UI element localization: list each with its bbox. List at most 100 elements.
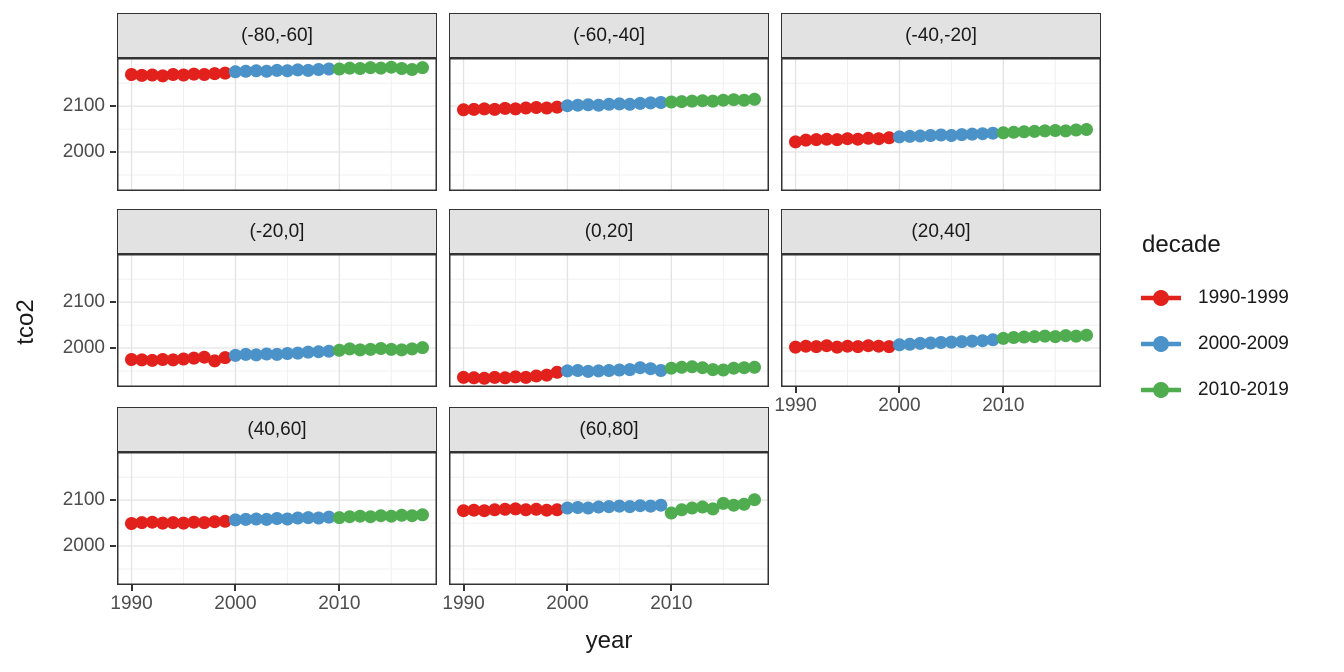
y-tick-mark [110,151,116,154]
data-point [1038,124,1052,138]
data-point [1017,330,1031,344]
data-point [177,352,190,366]
data-point [519,101,533,115]
data-point [1048,330,1062,344]
data-point [166,516,180,530]
data-point [239,512,253,526]
data-point [571,364,585,377]
data-point [416,61,429,75]
data-point [156,353,170,366]
data-point [592,98,606,112]
legend-entry: 2000-2009 [1138,330,1289,358]
facet-strip: (-60,-40] [449,13,769,58]
data-point [270,512,284,525]
y-tick-mark [110,301,116,304]
data-point [125,68,138,81]
data-point [208,515,222,529]
data-point [1059,329,1073,343]
data-point [737,497,751,511]
data-point [1007,331,1021,344]
data-point [789,135,802,149]
panel-border [449,452,769,585]
y-tick-label: 2100 [62,95,105,117]
data-point [986,126,1000,140]
data-point [1038,329,1052,343]
data-point [135,353,149,367]
data-point [280,347,294,360]
data-point [291,511,305,525]
data-point [706,363,720,377]
data-point [809,133,823,147]
y-tick-mark [110,499,116,502]
data-point [675,503,689,517]
data-point [540,101,554,115]
data-point [135,516,149,530]
data-point [343,342,357,356]
data-point [851,340,865,354]
data-point [364,61,377,75]
data-point [332,511,346,525]
data-point [696,94,709,108]
facet-panel [449,58,769,191]
data-point [197,350,211,364]
data-point [197,68,211,81]
data-point [343,61,357,75]
data-point [135,68,149,82]
x-tick-label: 2000 [214,593,257,614]
data-point [1007,125,1021,139]
data-point [312,345,326,359]
data-point [364,342,377,356]
legend-entry: 2010-2019 [1138,376,1289,404]
data-point [841,339,854,353]
data-point [892,130,906,144]
data-point [374,61,388,75]
data-point [892,338,906,352]
legend-label: 1990-1999 [1198,287,1289,308]
data-point [395,62,409,75]
data-point [581,501,595,515]
data-point [477,102,491,116]
y-tick-label: 2100 [62,489,105,511]
data-point [529,101,543,114]
y-axis-title: tco2 [12,299,39,345]
data-point [872,339,886,353]
data-point [592,364,606,378]
x-tick-label: 1990 [110,593,153,614]
legend-key [1141,382,1181,398]
panel-border [117,254,437,387]
data-point [820,132,834,146]
data-point [706,94,720,108]
data-point [799,339,813,353]
y-tick-label: 2000 [62,535,105,557]
panel-border [449,58,769,191]
data-point [612,363,626,377]
data-point [488,370,502,384]
data-point [239,347,253,361]
data-point [364,510,377,524]
data-point [260,512,274,526]
facet-panel [449,254,769,387]
data-point [218,514,232,528]
data-point [270,347,284,361]
x-tick-label: 1990 [774,395,817,416]
data-point [654,96,668,109]
data-point [239,64,253,78]
y-tick-label: 2000 [62,141,105,163]
data-point [218,351,232,365]
y-tick-label: 2100 [62,291,105,313]
data-point [716,496,730,510]
data-point [488,503,502,517]
data-point [1080,123,1093,136]
data-point [944,129,958,142]
x-tick-label: 2000 [878,395,921,416]
data-point [228,513,242,527]
data-point [550,100,564,114]
data-point [612,499,626,513]
data-point [467,371,481,385]
data-point [467,102,481,116]
data-point [654,498,668,512]
data-point [156,516,170,530]
x-tick-label: 2010 [650,593,693,614]
data-point [228,65,242,79]
